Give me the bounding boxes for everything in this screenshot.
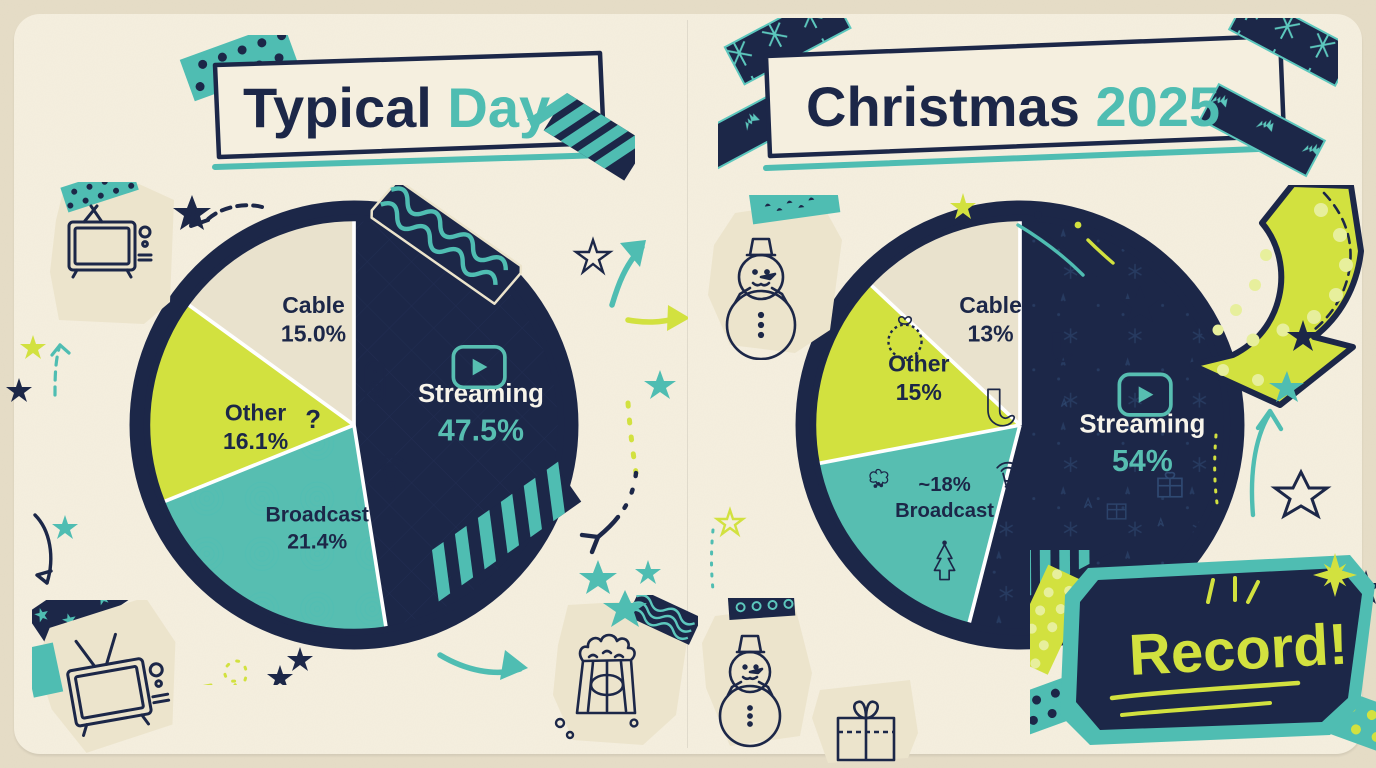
svg-text:Record!: Record!	[1127, 612, 1349, 688]
svg-text:Typical Day: Typical Day	[243, 76, 550, 139]
svg-text:Christmas 2025: Christmas 2025	[806, 75, 1220, 138]
